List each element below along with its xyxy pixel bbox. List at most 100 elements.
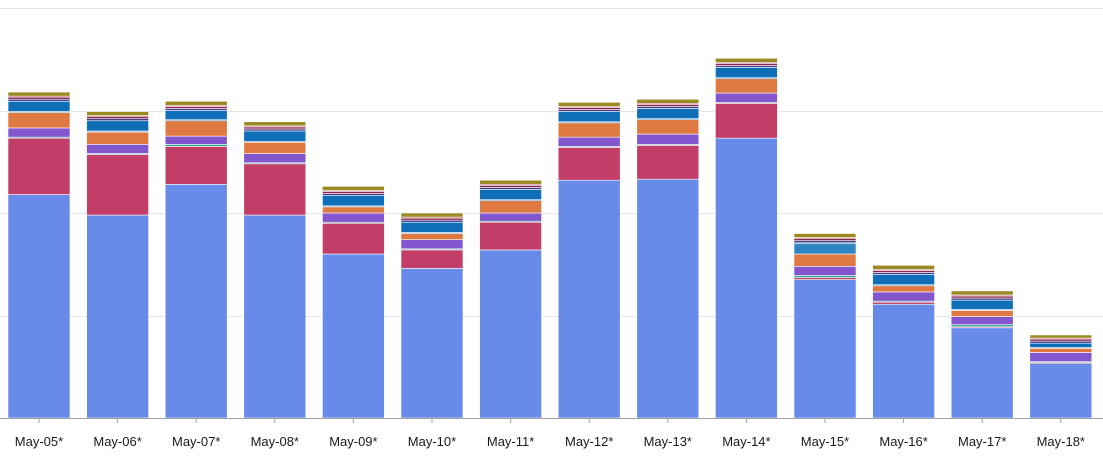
bar-segment-9-10[interactable]	[715, 57, 778, 63]
bar-segment-9-1[interactable]	[715, 103, 778, 139]
bar-segment-8-3[interactable]	[636, 133, 700, 145]
bar-segment-0-0[interactable]	[7, 194, 71, 419]
bar-stack-6[interactable]	[479, 179, 542, 419]
bar-segment-4-4[interactable]	[322, 206, 385, 214]
bar-segment-9-6[interactable]	[715, 67, 778, 78]
bar-segment-7-8[interactable]	[557, 107, 621, 110]
bar-segment-1-8[interactable]	[86, 116, 149, 120]
bar-segment-6-4[interactable]	[479, 200, 542, 214]
bar-segment-8-7[interactable]	[636, 106, 700, 109]
bar-stack-2[interactable]	[164, 100, 228, 419]
bar-segment-4-7[interactable]	[322, 193, 385, 196]
bar-segment-13-7[interactable]	[1029, 340, 1093, 344]
bar-segment-6-7[interactable]	[479, 187, 542, 190]
bar-segment-10-7[interactable]	[793, 240, 857, 244]
bar-segment-5-4[interactable]	[400, 233, 464, 240]
bar-segment-11-6[interactable]	[872, 274, 935, 286]
bar-segment-8-4[interactable]	[636, 119, 700, 135]
bar-segment-4-3[interactable]	[322, 212, 385, 223]
bar-segment-2-8[interactable]	[164, 106, 228, 109]
bar-segment-6-1[interactable]	[479, 221, 542, 251]
bar-segment-13-0[interactable]	[1029, 363, 1093, 419]
bar-stack-4[interactable]	[322, 186, 385, 419]
bar-segment-5-1[interactable]	[400, 249, 464, 269]
bar-segment-3-0[interactable]	[243, 214, 307, 419]
bar-segment-1-0[interactable]	[86, 214, 149, 419]
bar-segment-1-7[interactable]	[86, 118, 149, 122]
bar-segment-4-6[interactable]	[322, 195, 385, 207]
bar-segment-2-0[interactable]	[164, 184, 228, 419]
bar-segment-12-2[interactable]	[950, 324, 1014, 328]
bar-segment-13-8[interactable]	[1029, 338, 1093, 342]
bar-stack-11[interactable]	[872, 264, 935, 419]
bar-segment-5-10[interactable]	[400, 212, 464, 218]
bar-segment-6-3[interactable]	[479, 212, 542, 222]
bar-segment-1-3[interactable]	[86, 144, 149, 154]
bar-segment-7-7[interactable]	[557, 109, 621, 112]
bar-segment-10-5[interactable]	[793, 243, 857, 255]
bar-segment-10-1[interactable]	[793, 277, 857, 280]
bar-segment-10-2[interactable]	[793, 275, 857, 278]
bar-segment-5-3[interactable]	[400, 239, 464, 250]
bar-segment-0-1[interactable]	[7, 137, 71, 195]
bar-segment-6-8[interactable]	[479, 185, 542, 188]
bar-segment-4-10[interactable]	[322, 186, 385, 191]
bar-stack-7[interactable]	[557, 102, 621, 419]
bar-segment-8-6[interactable]	[636, 108, 700, 119]
bar-segment-9-0[interactable]	[715, 137, 778, 419]
bar-stack-1[interactable]	[86, 111, 149, 419]
bar-segment-9-4[interactable]	[715, 78, 778, 94]
bar-segment-6-0[interactable]	[479, 249, 542, 419]
bar-segment-3-7[interactable]	[243, 128, 307, 132]
bar-segment-0-4[interactable]	[7, 112, 71, 129]
bar-segment-10-8[interactable]	[793, 238, 857, 241]
bar-segment-9-3[interactable]	[715, 92, 778, 103]
bar-segment-10-10[interactable]	[793, 233, 857, 238]
bar-segment-7-4[interactable]	[557, 122, 621, 138]
bar-stack-3[interactable]	[243, 121, 307, 419]
bar-segment-11-0[interactable]	[872, 303, 935, 419]
bar-segment-12-3[interactable]	[950, 316, 1014, 326]
bar-segment-12-8[interactable]	[950, 295, 1014, 299]
bar-stack-8[interactable]	[636, 98, 700, 419]
bar-segment-1-6[interactable]	[86, 120, 149, 132]
bar-stack-9[interactable]	[715, 57, 778, 419]
bar-segment-13-3[interactable]	[1029, 352, 1093, 362]
bar-segment-3-1[interactable]	[243, 163, 307, 216]
bar-segment-12-10[interactable]	[950, 290, 1014, 296]
bar-segment-2-3[interactable]	[164, 135, 228, 145]
bar-segment-0-3[interactable]	[7, 127, 71, 138]
bar-segment-2-7[interactable]	[164, 108, 228, 111]
bar-stack-12[interactable]	[950, 290, 1014, 419]
bar-segment-1-10[interactable]	[86, 111, 149, 116]
bar-stack-13[interactable]	[1029, 334, 1093, 419]
bar-segment-8-0[interactable]	[636, 178, 700, 419]
bar-segment-10-4[interactable]	[793, 253, 857, 267]
bar-segment-6-10[interactable]	[479, 179, 542, 185]
bar-stack-5[interactable]	[400, 212, 464, 419]
bar-segment-2-6[interactable]	[164, 110, 228, 121]
bar-segment-12-0[interactable]	[950, 327, 1014, 419]
bar-segment-11-3[interactable]	[872, 291, 935, 302]
bar-stack-0[interactable]	[7, 91, 71, 419]
bar-segment-5-6[interactable]	[400, 221, 464, 233]
bar-segment-7-3[interactable]	[557, 136, 621, 147]
bar-segment-3-4[interactable]	[243, 141, 307, 154]
bar-segment-7-10[interactable]	[557, 102, 621, 107]
bar-segment-5-0[interactable]	[400, 268, 464, 419]
bar-segment-0-7[interactable]	[7, 98, 71, 102]
bar-segment-0-6[interactable]	[7, 100, 71, 112]
bar-segment-11-1[interactable]	[872, 301, 935, 305]
bar-segment-1-4[interactable]	[86, 131, 149, 145]
bar-segment-9-7[interactable]	[715, 65, 778, 68]
bar-segment-9-8[interactable]	[715, 63, 778, 66]
bar-segment-3-6[interactable]	[243, 130, 307, 142]
bar-segment-8-10[interactable]	[636, 98, 700, 104]
bar-segment-11-10[interactable]	[872, 264, 935, 270]
bar-segment-1-1[interactable]	[86, 154, 149, 216]
bar-segment-13-10[interactable]	[1029, 334, 1093, 339]
bar-segment-12-6[interactable]	[950, 299, 1014, 310]
bar-segment-10-3[interactable]	[793, 265, 857, 276]
bar-segment-12-4[interactable]	[950, 310, 1014, 317]
bar-segment-4-0[interactable]	[322, 253, 385, 419]
